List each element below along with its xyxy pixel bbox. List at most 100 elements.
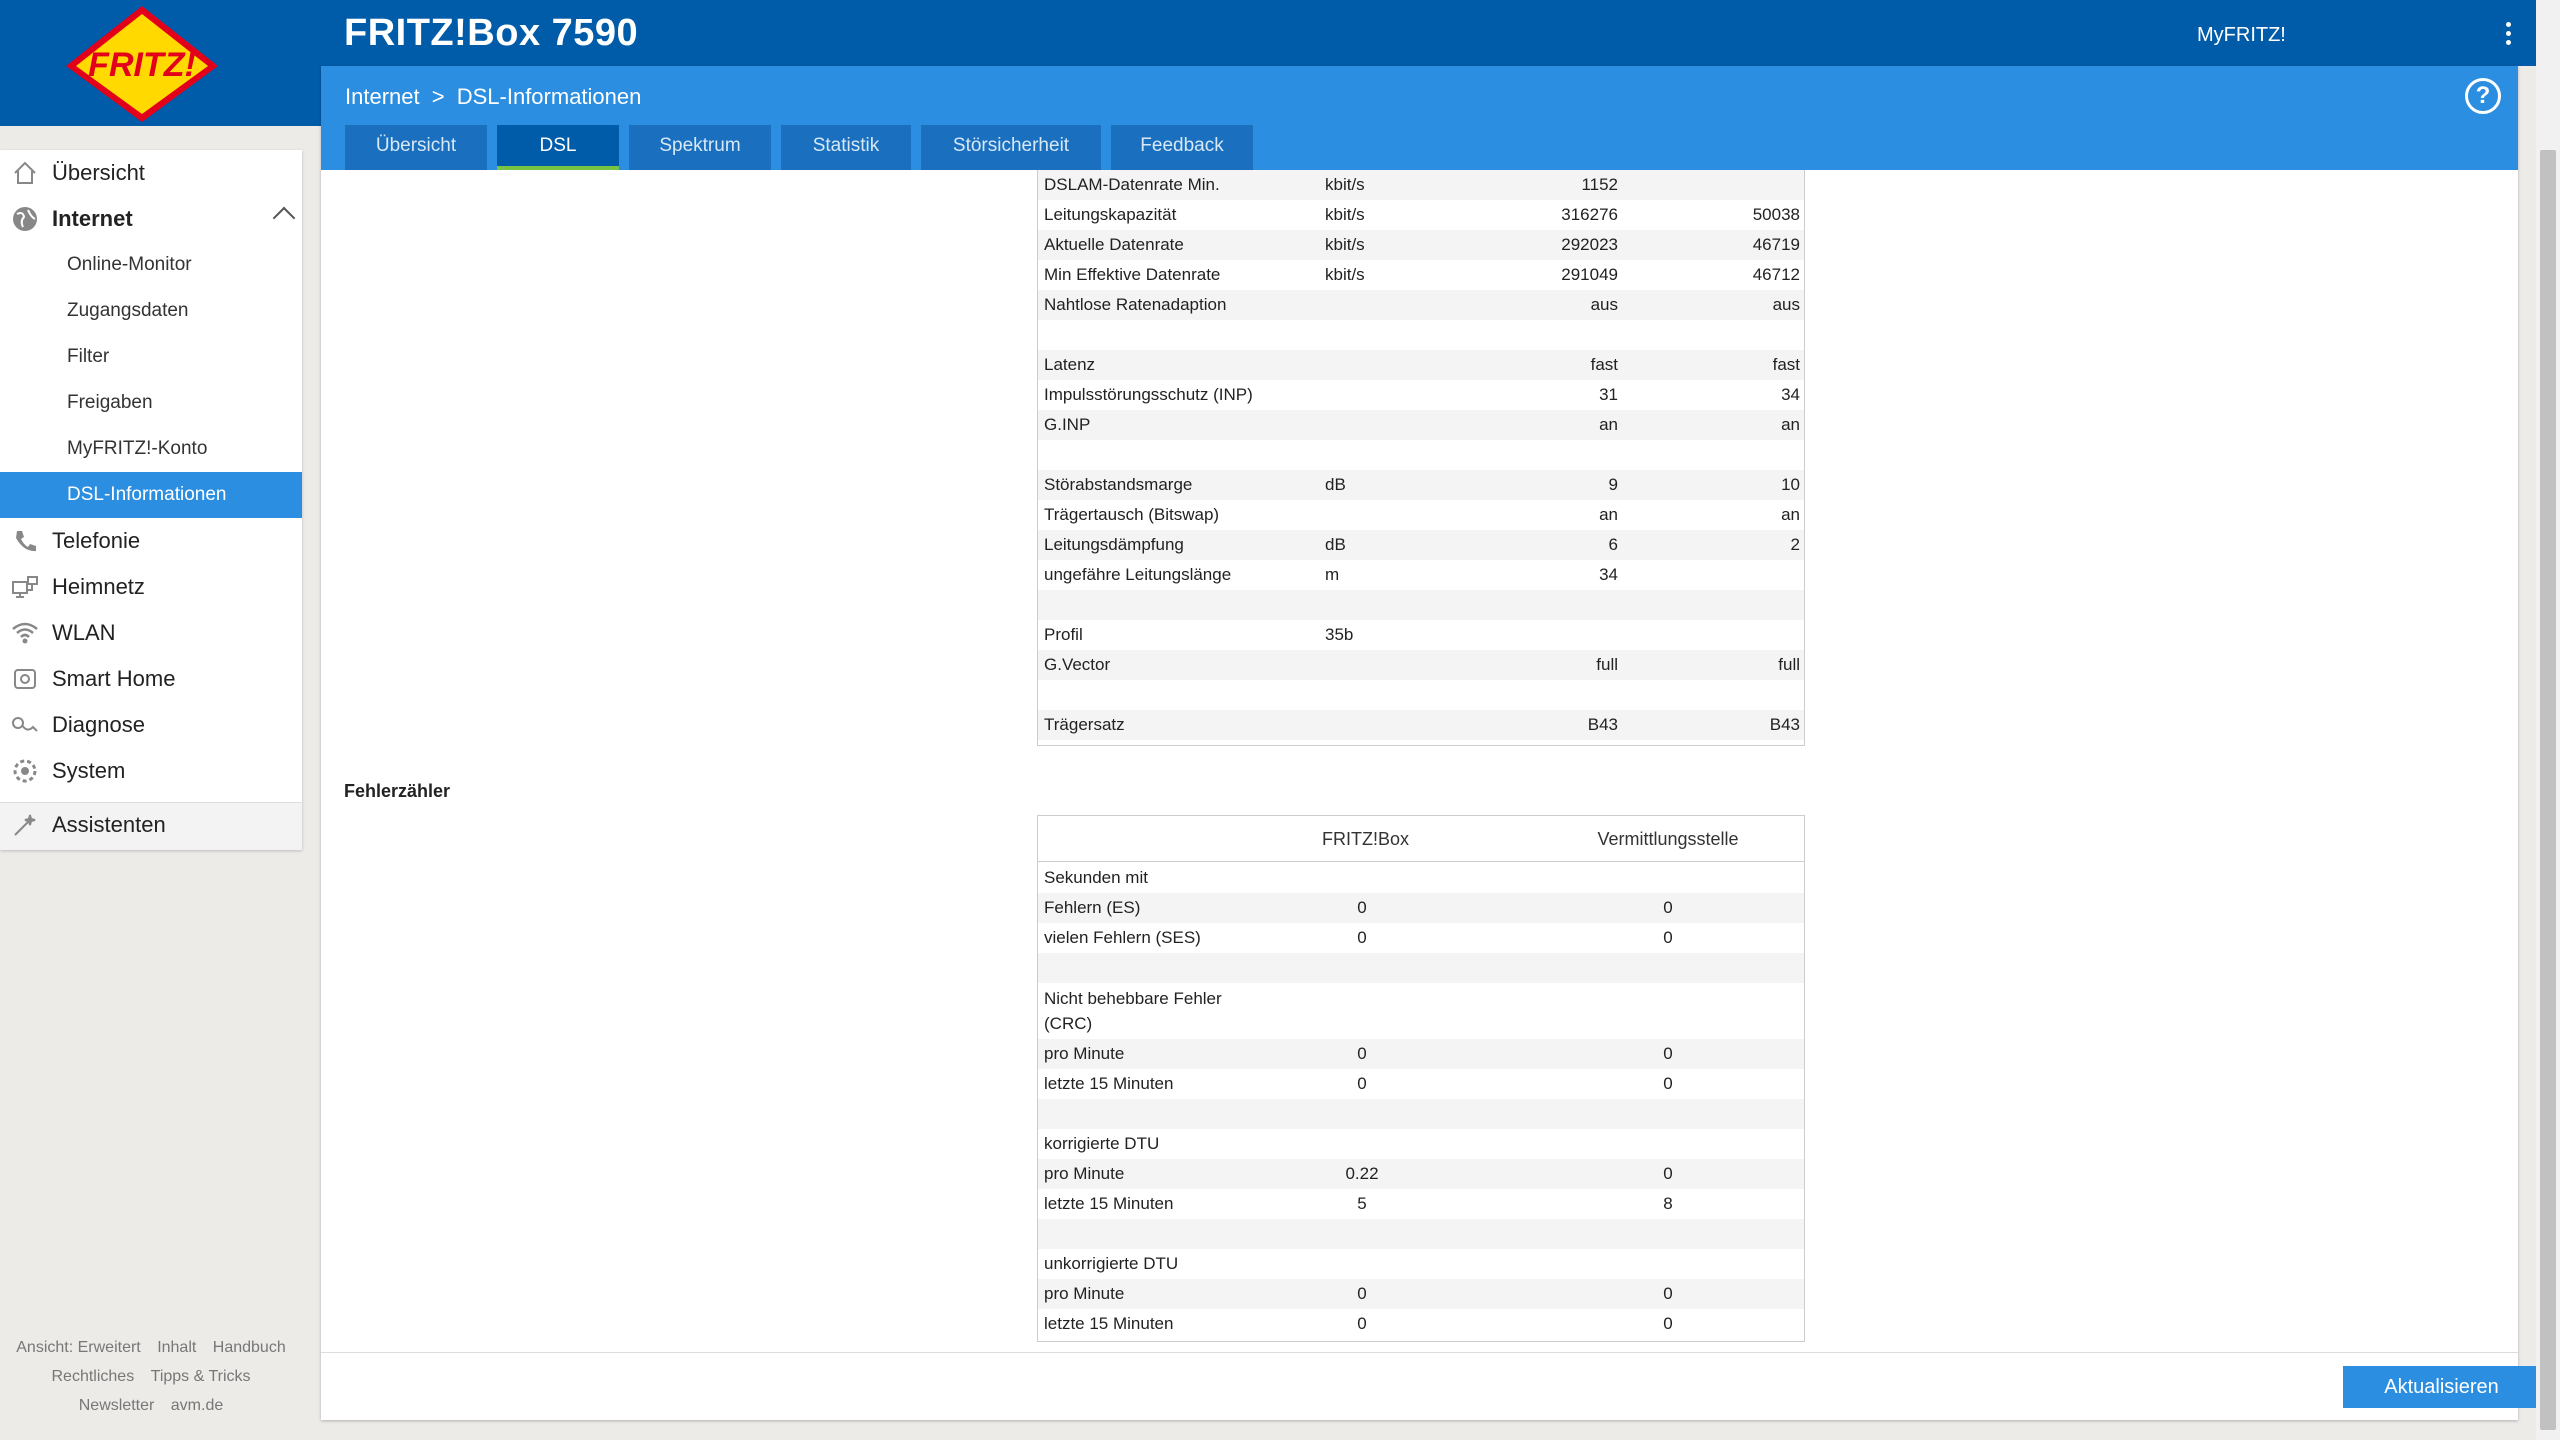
fritz-logo[interactable]: FRITZ! [62,4,222,124]
table-row: Impulsstörungsschutz (INP) 31 34 [1044,385,1800,404]
tab-feedback[interactable]: Feedback [1111,125,1253,170]
sidebar-subitem-freigaben[interactable]: Freigaben [67,392,153,413]
table-row: Nahtlose Ratenadaption aus aus [1038,290,1804,320]
sidebar: Übersicht Internet Online-Monitor Zugang… [0,150,302,850]
sidebar-item-label: Internet [52,206,133,231]
table-row: letzte 15 Minuten 0 0 [1044,1074,1673,1093]
system-icon [10,756,40,786]
smarthome-icon [10,664,40,694]
sidebar-item-label: Smart Home [52,666,176,691]
tab-statistik[interactable]: Statistik [781,125,911,170]
sidebar-item-label: Heimnetz [52,574,145,599]
table-row: Aktuelle Datenrate kbit/s 292023 46719 [1038,230,1804,260]
footer-link-newsletter[interactable]: Newsletter [78,1397,155,1414]
footer-link-ansicht[interactable]: Ansicht: Erweitert [16,1339,141,1356]
breadcrumb: Internet > DSL-Informationen [345,84,641,110]
table-row [1038,590,1804,620]
help-icon[interactable]: ? [2465,78,2501,114]
breadcrumb-parent[interactable]: Internet [345,84,420,109]
column-header-vermittlungsstelle: Vermittlungsstelle [1597,829,1739,849]
sidebar-item-internet[interactable]: Internet [0,196,302,242]
breadcrumb-current: DSL-Informationen [456,84,642,109]
sidebar-item-wlan[interactable]: WLAN [0,610,302,656]
sidebar-subitem-myfritz-konto[interactable]: MyFRITZ!-Konto [67,438,208,459]
logo-text: FRITZ! [88,46,196,84]
sidebar-item-diagnose[interactable]: Diagnose [0,702,302,748]
sidebar-item-assistenten[interactable]: Assistenten [0,802,302,848]
error-counter-table: FRITZ!Box Vermittlungsstelle Sekunden mi… [1037,815,1805,1342]
table-row: G.INP an an [1038,410,1804,440]
myfritz-link[interactable]: MyFRITZ! [2197,24,2286,46]
sidebar-item-label: WLAN [52,620,116,645]
logo-area: FRITZ! [0,0,321,126]
tab-dsl[interactable]: DSL [497,125,619,170]
table-row [1038,320,1804,350]
sidebar-item-uebersicht[interactable]: Übersicht [0,150,302,196]
sidebar-item-smart-home[interactable]: Smart Home [0,656,302,702]
tab-spektrum[interactable]: Spektrum [629,125,771,170]
table-row [1038,1099,1804,1129]
sidebar-item-heimnetz[interactable]: Heimnetz [0,564,302,610]
table-row: Min Effektive Datenrate kbit/s 291049 46712 [1044,265,1800,284]
table-row: Störabstandsmarge dB 9 10 [1038,470,1804,500]
more-menu-icon[interactable] [2504,22,2512,48]
table-row: vielen Fehlern (SES) 0 0 [1044,928,1673,947]
table-row [1038,680,1804,710]
footer-link-rechtliches[interactable]: Rechtliches [51,1368,135,1385]
table-row: pro Minute 0 0 [1038,1039,1804,1069]
sidebar-item-label: System [52,758,126,783]
table-row: DSLAM-Datenrate Min. kbit/s 1152 [1038,170,1804,200]
sidebar-item-telefonie[interactable]: Telefonie [0,518,302,564]
table-row: G.Vector full full [1038,650,1804,680]
app-title: FRITZ!Box 7590 [344,12,639,54]
table-row: Sekunden mit [1044,868,1148,887]
table-row [1038,953,1804,983]
table-row: Fehlern (ES) 0 0 [1038,893,1804,923]
refresh-button[interactable]: Aktualisieren [2343,1366,2540,1408]
column-header-fritzbox: FRITZ!Box [1322,829,1410,849]
footer-link-avm[interactable]: avm.de [170,1397,224,1414]
scrollbar-thumb[interactable] [2540,150,2556,1430]
table-row: Trägertausch (Bitswap) an an [1044,505,1800,524]
table-row: ungefähre Leitungslänge m 34 [1044,565,1618,584]
sidebar-item-label: Assistenten [52,812,166,837]
breadcrumb-separator: > [431,84,445,109]
sidebar-subitem-filter[interactable]: Filter [67,346,110,367]
tab-bar: Übersicht DSL Spektrum Statistik Störsic… [345,125,1263,170]
sidebar-item-label: Telefonie [52,528,141,553]
table-row: Nicht behebbare Fehler (CRC) [1044,989,1222,1033]
globe-icon [10,204,40,234]
chevron-up-icon[interactable] [272,206,296,230]
network-icon [10,572,40,602]
diagnose-icon [10,710,40,740]
table-row: letzte 15 Minuten 5 8 [1044,1194,1673,1213]
wizard-icon [10,810,40,840]
footer-link-handbuch[interactable]: Handbuch [212,1339,286,1356]
dsl-info-table: DSLAM-Datenrate Min. kbit/s 1152 Leitungsk… [1037,170,1805,746]
table-row: Leitungskapazität kbit/s 316276 50038 [1044,205,1800,224]
home-icon [10,158,40,188]
table-row: pro Minute 0 0 [1038,1279,1804,1309]
table-row [1038,1219,1804,1249]
sidebar-subitem-online-monitor[interactable]: Online-Monitor [67,254,192,275]
top-header [0,0,2536,66]
tab-uebersicht[interactable]: Übersicht [345,125,487,170]
table-row: korrigierte DTU [1044,1134,1160,1153]
sidebar-subitem-zugangsdaten[interactable]: Zugangsdaten [67,300,189,321]
table-row: Trägersatz B43 B43 [1038,710,1804,740]
sidebar-item-system[interactable]: System [0,748,302,794]
table-row: unkorrigierte DTU [1044,1254,1179,1273]
footer-link-inhalt[interactable]: Inhalt [157,1339,197,1356]
tab-stoersicherheit[interactable]: Störsicherheit [921,125,1101,170]
sidebar-item-assistenten-bg [0,802,302,850]
footer-link-tipps[interactable]: Tipps & Tricks [150,1368,251,1385]
bottom-action-bar [321,1352,2518,1420]
table-row [1038,440,1804,470]
sidebar-subitem-dsl-informationen[interactable]: DSL-Informationen [0,472,302,518]
table-row: Leitungsdämpfung dB 6 2 [1038,530,1804,560]
footer-links: Ansicht: Erweitert Inhalt Handbuch Recht… [0,1333,302,1420]
sidebar-item-label: Übersicht [52,160,145,185]
phone-icon [10,526,40,556]
sidebar-item-label: Diagnose [52,712,145,737]
table-row: pro Minute 0.22 0 [1038,1159,1804,1189]
